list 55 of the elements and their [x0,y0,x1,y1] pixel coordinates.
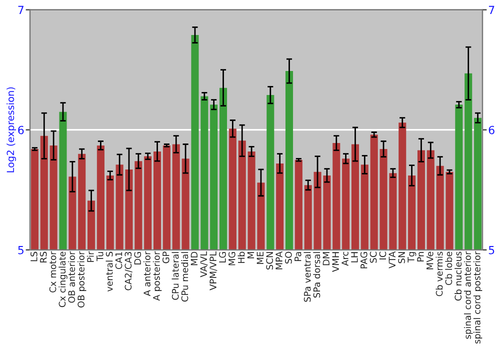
x-tick-label: SPa ventral [304,252,311,302]
x-tick-label: CPu lateral [172,252,179,300]
x-tick-label: OB anterior [68,251,76,303]
x-tick-label: SCN [266,252,274,270]
x-tick-label: Arc [342,252,348,266]
x-tick-label: LH [351,252,358,262]
x-tick-label: IC [379,252,386,260]
x-tick-label: MPA [276,251,282,270]
x-tick-label: Pn [417,252,424,262]
x-tick-label: CA1 [115,252,122,270]
x-tick-label: ventral S [106,252,113,292]
x-tick-label: PAG [360,252,368,268]
x-tick-label: Cb vermis [436,252,443,296]
x-tick-label: Cb lobe [445,252,452,286]
x-tick-label: Tg [408,252,416,263]
y-tick-label: 5 [18,246,24,254]
y-tick-label: 7 [18,6,24,14]
x-tick-label: Cx motor [49,251,56,292]
x-tick-label: VA/VL [200,251,208,278]
x-tick-label: VPM/VPL [210,251,218,290]
x-tick-label: LS [30,252,38,262]
x-tick-label: Tu [96,252,104,262]
x-tick-label: DM [322,252,330,266]
x-tick-label: OB posterior [77,251,86,308]
x-tick-label: Pir [86,251,94,262]
x-tick-label: ME [256,252,264,264]
x-tick-label: Cb nucleus [454,252,462,301]
x-tick-label: VTA [388,251,396,268]
x-tick-label: RS [40,252,47,262]
x-tick-label: Pa [294,252,302,261]
y2-tick-label: 6 [488,126,494,134]
x-tick-label: M [247,252,254,258]
x-tick-label: SO [285,252,292,264]
x-tick-label: CA2/CA3 [124,252,132,290]
x-tick-label: LG [219,252,226,262]
y2-tick-label: 7 [488,6,494,14]
x-tick-label: CPu medial [181,252,188,302]
y-tick-label: 6 [18,126,24,134]
x-tick-label: SPa dorsal [313,252,320,298]
x-tick-label: MG [228,252,236,266]
x-tick-label: Hb [238,252,245,263]
y2-tick-label: 5 [488,246,494,254]
x-tick-label: DG [134,252,142,264]
y-axis-title: Log2 (expression) [6,87,16,172]
x-tick-label: MD [190,252,198,266]
x-tick-label: Cx cingulate [58,252,68,308]
x-tick-label: SC [370,252,377,263]
x-tick-label: A anterior [143,251,150,296]
x-tick-label: spinal cord posterior [473,251,482,344]
x-tick-label: spinal cord anterior [464,251,473,339]
x-tick-label: MVe [426,252,434,270]
x-tick-label: VMH [332,252,339,272]
x-tick-label: GP [162,252,170,264]
x-tick-label: A posterior [152,251,162,301]
x-tick-label: SN [398,252,405,264]
